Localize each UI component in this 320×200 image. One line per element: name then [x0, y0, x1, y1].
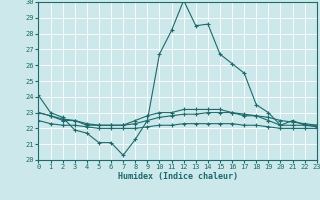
X-axis label: Humidex (Indice chaleur): Humidex (Indice chaleur) [118, 172, 238, 181]
